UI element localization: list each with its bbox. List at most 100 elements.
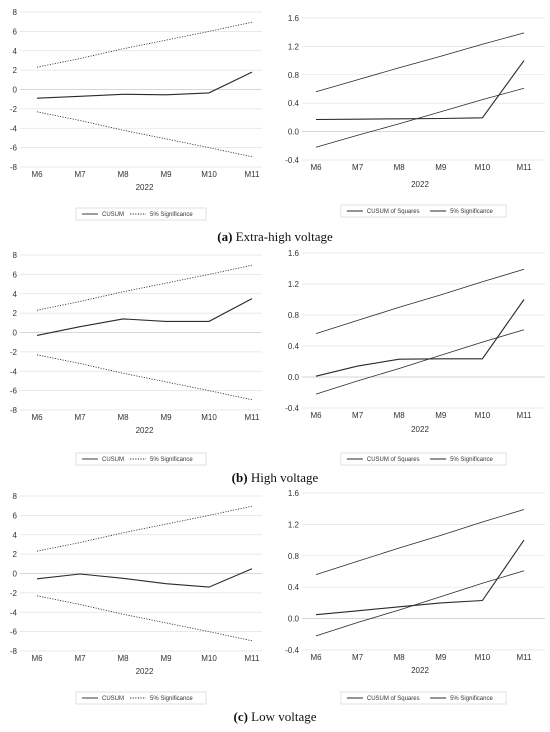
series-line-bound (36, 21, 253, 68)
legend-label: CUSUM (102, 212, 124, 218)
y-tick-label: 6 (13, 270, 18, 279)
y-tick-label: 1.2 (288, 280, 300, 289)
x-tick-label: M10 (201, 170, 217, 179)
caption-label: (b) (232, 470, 248, 485)
x-tick-label: M7 (74, 654, 86, 663)
x-tick-label: M8 (394, 163, 406, 172)
y-tick-label: -6 (10, 144, 18, 153)
x-tick-label: M11 (245, 413, 261, 422)
x-tick-label: M9 (160, 654, 172, 663)
x-axis-label: 2022 (136, 426, 154, 435)
caption-label: (c) (233, 709, 247, 724)
y-tick-label: 4 (13, 290, 18, 299)
y-tick-label: -0.4 (285, 646, 299, 655)
legend-label: 5% Significance (150, 457, 193, 463)
y-tick-label: -6 (10, 628, 18, 637)
x-tick-label: M9 (435, 163, 447, 172)
y-tick-label: -4 (10, 124, 18, 133)
caption-text: Extra-high voltage (232, 229, 333, 244)
chart-panel-a-left: 8 6 4 2 0 -2 -4 -6 -8 M6 M7 M8 M9 M10 M11 2022 CUSUM 5% S… (10, 8, 262, 221)
y-tick-label: -0.4 (285, 156, 299, 165)
y-tick-label: 2 (13, 309, 18, 318)
caption-text: Low voltage (248, 709, 317, 724)
legend-label: CUSUM of Squares (367, 209, 420, 215)
x-tick-label: M10 (201, 413, 217, 422)
series-line-bound (36, 595, 253, 642)
figure-caption: (a) Extra-high voltage (217, 229, 333, 244)
x-tick-label: M10 (201, 654, 217, 663)
legend-box (340, 691, 507, 705)
y-tick-label: 0.0 (288, 373, 300, 382)
y-tick-label: 8 (13, 251, 18, 260)
series-line-main (36, 71, 253, 99)
y-tick-label: -0.4 (285, 404, 299, 413)
y-tick-label: 1.2 (288, 42, 300, 51)
y-tick-label: 1.6 (288, 249, 300, 258)
x-axis-label: 2022 (136, 667, 154, 676)
y-tick-label: -6 (10, 387, 18, 396)
legend-label: CUSUM (102, 457, 124, 463)
y-tick-label: 8 (13, 8, 18, 17)
legend-box (75, 452, 207, 466)
x-tick-label: M10 (475, 163, 491, 172)
x-axis-label: 2022 (411, 666, 429, 675)
legend-label: 5% Significance (450, 209, 493, 215)
caption-label: (a) (217, 229, 232, 244)
x-tick-label: M6 (31, 170, 43, 179)
x-tick-label: M8 (117, 413, 129, 422)
y-tick-label: 2 (13, 66, 18, 75)
chart-panel-a-right: 1.6 1.2 0.8 0.4 0.0 -0.4 M6 M7 M8 M9 M10 M11 2022 CUS… (285, 14, 545, 218)
series-line-bound (36, 354, 253, 401)
y-tick-label: 0 (13, 570, 18, 579)
legend-label: CUSUM of Squares (367, 696, 420, 702)
x-tick-label: M11 (517, 163, 533, 172)
x-tick-label: M9 (160, 170, 172, 179)
legend-box (75, 207, 207, 221)
y-tick-label: 1.6 (288, 14, 300, 23)
x-tick-label: M11 (245, 170, 261, 179)
series-line-bound (315, 268, 525, 334)
y-tick-label: 0 (13, 329, 18, 338)
x-tick-label: M11 (517, 411, 533, 420)
legend-label: CUSUM of Squares (367, 457, 420, 463)
x-tick-label: M6 (310, 163, 322, 172)
x-tick-label: M6 (31, 654, 43, 663)
y-tick-label: -8 (10, 647, 18, 656)
x-tick-label: M9 (435, 411, 447, 420)
series-line-bound (315, 87, 525, 148)
y-tick-label: 0.4 (288, 342, 300, 351)
x-tick-label: M9 (435, 653, 447, 662)
y-tick-label: 6 (13, 27, 18, 36)
x-tick-label: M7 (352, 411, 364, 420)
x-tick-label: M7 (74, 413, 86, 422)
y-tick-label: -8 (10, 406, 18, 415)
x-tick-label: M7 (74, 170, 86, 179)
legend-label: 5% Significance (450, 696, 493, 702)
series-line-main (315, 299, 525, 377)
y-tick-label: 1.2 (288, 520, 300, 529)
series-line-main (36, 568, 253, 588)
x-tick-label: M7 (352, 653, 364, 662)
legend-label: 5% Significance (450, 457, 493, 463)
caption-text: High voltage (248, 470, 319, 485)
x-tick-label: M10 (475, 653, 491, 662)
x-tick-label: M9 (160, 413, 172, 422)
y-tick-label: 0.4 (288, 583, 300, 592)
legend-box (340, 452, 507, 466)
y-tick-label: 0.8 (288, 552, 300, 561)
y-tick-label: -8 (10, 163, 18, 172)
y-tick-label: 8 (13, 492, 18, 501)
y-tick-label: 0.8 (288, 311, 300, 320)
y-tick-label: 6 (13, 511, 18, 520)
y-tick-label: -4 (10, 367, 18, 376)
x-tick-label: M6 (31, 413, 43, 422)
y-tick-label: 4 (13, 531, 18, 540)
y-tick-label: 0.0 (288, 615, 300, 624)
chart-panel-b-right: 1.6 1.2 0.8 0.4 0.0 -0.4 M6 M7 M8 M9 M10 M11 2022 CUS… (285, 249, 545, 466)
series-line-bound (315, 509, 525, 575)
y-tick-label: 4 (13, 47, 18, 56)
figure-caption: (b) High voltage (232, 470, 319, 485)
legend-box (75, 691, 207, 705)
series-line-bound (315, 570, 525, 637)
